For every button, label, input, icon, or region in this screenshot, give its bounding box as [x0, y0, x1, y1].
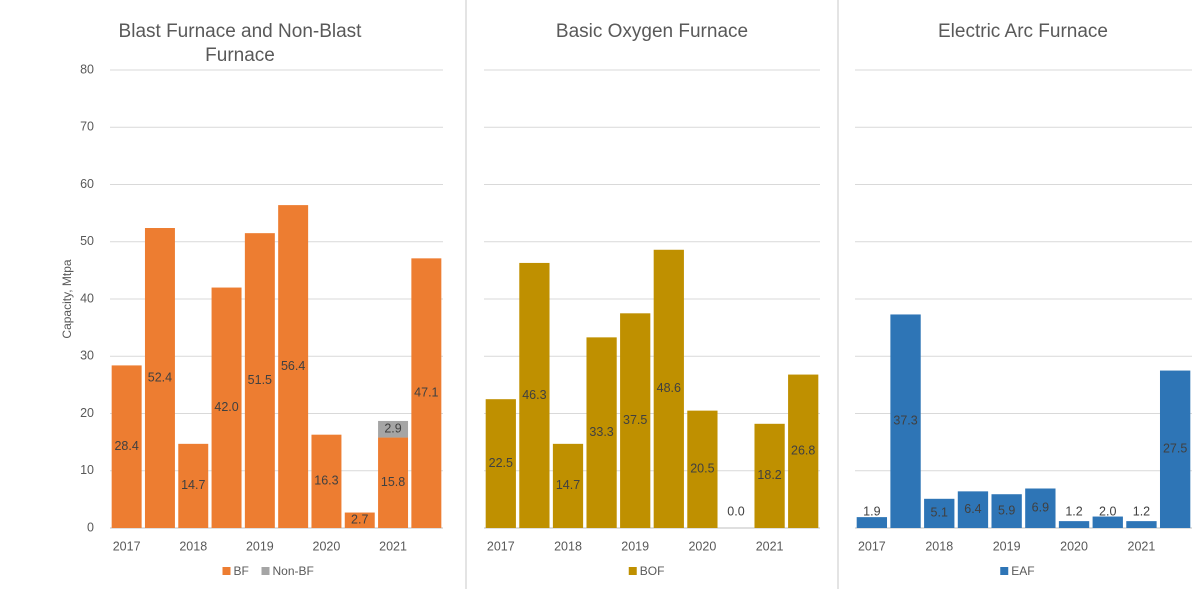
- x-tick-label: 2019: [621, 539, 649, 553]
- bar: [111, 365, 142, 528]
- data-label: 37.3: [893, 414, 917, 428]
- x-tick-label: 2021: [756, 539, 784, 553]
- data-label: 56.4: [281, 359, 305, 373]
- x-tick-label: 2021: [379, 539, 407, 553]
- data-label: 27.5: [1163, 442, 1187, 456]
- data-label: 2.9: [384, 422, 401, 436]
- bar: [957, 491, 989, 528]
- x-tick-label: 2020: [1060, 539, 1088, 553]
- legend-label: BF: [234, 564, 249, 578]
- data-label: 5.9: [998, 503, 1015, 517]
- data-label: 1.2: [1065, 504, 1082, 518]
- bar: [620, 313, 651, 528]
- y-tick-label: 40: [80, 291, 94, 305]
- bar: [378, 437, 409, 528]
- bar: [311, 434, 342, 528]
- data-label: 15.8: [381, 475, 405, 489]
- bar: [211, 287, 242, 528]
- bar: [519, 262, 550, 528]
- data-label: 52.4: [148, 370, 172, 384]
- data-label: 1.9: [863, 504, 880, 518]
- data-label: 18.2: [757, 468, 781, 482]
- bar: [411, 258, 442, 528]
- y-tick-label: 30: [80, 349, 94, 363]
- legend-swatch: [1000, 567, 1009, 575]
- bar: [1092, 516, 1123, 528]
- data-label: 42.0: [214, 400, 238, 414]
- data-label: 48.6: [657, 381, 681, 395]
- x-tick-label: 2018: [179, 539, 207, 553]
- bar: [1025, 488, 1056, 528]
- legend-label: BOF: [640, 564, 665, 578]
- data-label: 2.0: [1099, 504, 1116, 518]
- data-label: 6.4: [964, 502, 981, 516]
- data-label: 37.5: [623, 413, 647, 427]
- y-tick-label: 80: [80, 62, 94, 76]
- bar: [378, 420, 409, 438]
- chart-title: Blast Furnace and Non-Blast Furnace: [118, 21, 362, 66]
- bar: [344, 512, 375, 528]
- chart-title: Electric Arc Furnace: [938, 21, 1108, 42]
- y-tick-label: 0: [87, 520, 94, 534]
- data-label: 5.1: [931, 506, 948, 520]
- y-tick-label: 20: [80, 406, 94, 420]
- x-tick-label: 2018: [925, 539, 953, 553]
- y-tick-label: 60: [80, 177, 94, 191]
- bar: [754, 423, 785, 528]
- data-label: 2.7: [351, 513, 368, 527]
- bar: [278, 205, 309, 529]
- x-tick-label: 2017: [487, 539, 515, 553]
- bar: [1126, 521, 1157, 528]
- bar: [144, 228, 175, 528]
- legend-label: EAF: [1011, 564, 1034, 578]
- x-tick-label: 2018: [554, 539, 582, 553]
- y-axis-label: Capacity, Mtpa: [60, 259, 74, 338]
- data-label: 20.5: [690, 462, 714, 476]
- bar: [653, 249, 684, 528]
- x-tick-label: 2020: [688, 539, 716, 553]
- x-tick-label: 2017: [858, 539, 886, 553]
- legend-swatch: [628, 567, 637, 575]
- data-label: 28.4: [114, 439, 138, 453]
- bar: [687, 410, 718, 528]
- y-tick-label: 10: [80, 463, 94, 477]
- data-label: 6.9: [1032, 501, 1049, 515]
- x-tick-label: 2019: [246, 539, 274, 553]
- data-label: 26.8: [791, 444, 815, 458]
- bar: [586, 337, 617, 528]
- bar: [1159, 370, 1191, 528]
- data-label: 33.3: [589, 425, 613, 439]
- bar: [856, 517, 888, 528]
- y-tick-label: 50: [80, 234, 94, 248]
- data-label: 46.3: [522, 388, 546, 402]
- data-label: 16.3: [314, 474, 338, 488]
- data-label: 14.7: [556, 478, 580, 492]
- legend-label: Non-BF: [273, 564, 314, 578]
- legend-swatch: [261, 567, 270, 575]
- bar: [890, 314, 921, 528]
- bar: [552, 443, 584, 528]
- x-tick-label: 2020: [313, 539, 341, 553]
- bar: [178, 443, 209, 528]
- bar: [924, 498, 955, 528]
- data-label: 0.0: [727, 504, 744, 518]
- data-label: 1.2: [1133, 504, 1150, 518]
- y-tick-label: 70: [80, 120, 94, 134]
- bar: [485, 399, 516, 528]
- data-label: 14.7: [181, 478, 205, 492]
- bar: [1058, 521, 1090, 528]
- bar: [788, 374, 819, 528]
- data-label: 22.5: [489, 456, 513, 470]
- legend-swatch: [222, 567, 231, 575]
- chart-title: Basic Oxygen Furnace: [555, 21, 749, 42]
- x-tick-label: 2017: [113, 539, 141, 553]
- data-label: 51.5: [248, 373, 272, 387]
- data-label: 47.1: [414, 385, 438, 399]
- x-tick-label: 2021: [1128, 539, 1156, 553]
- bar: [244, 233, 275, 528]
- x-tick-label: 2019: [993, 539, 1021, 553]
- bar: [991, 494, 1022, 528]
